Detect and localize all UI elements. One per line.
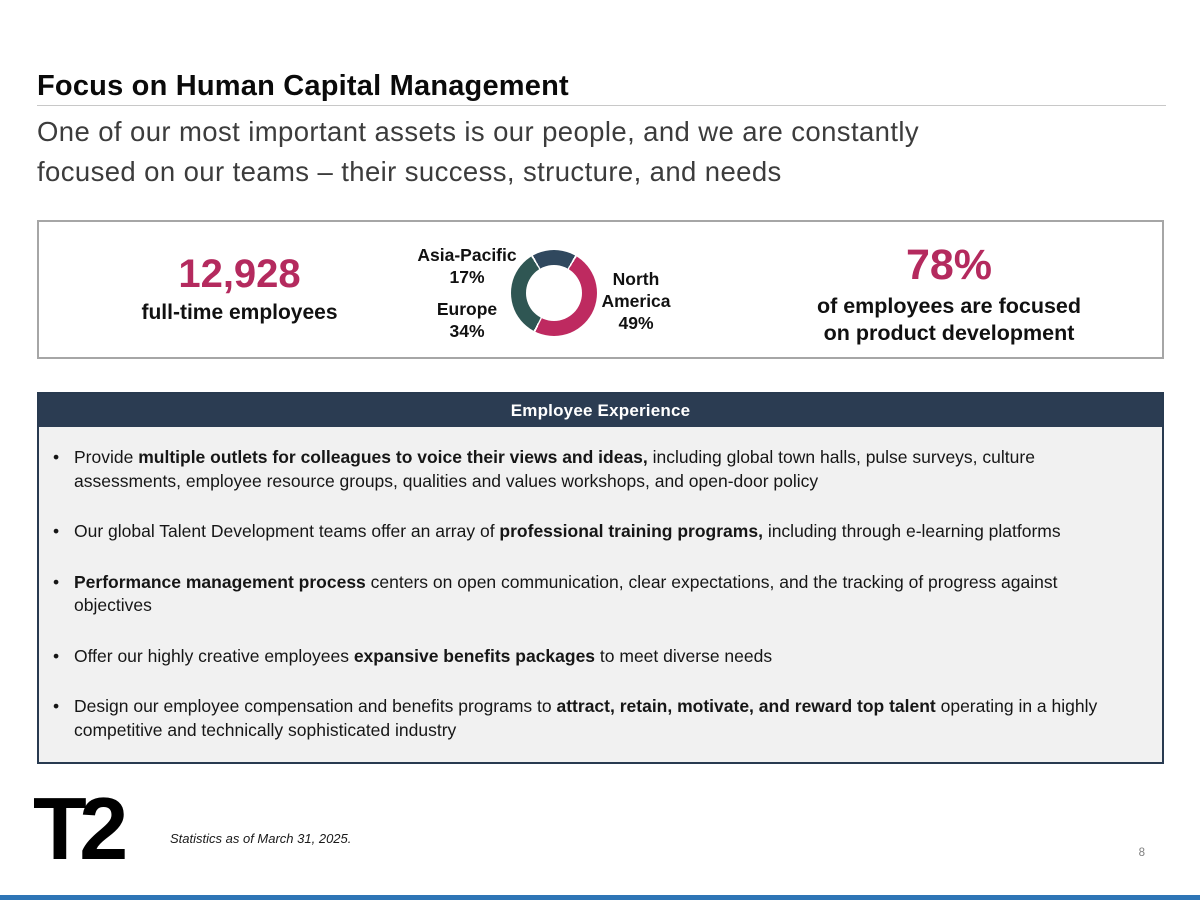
page-subtitle: One of our most important assets is our … <box>37 112 1147 192</box>
bullet-dot: • <box>53 645 60 666</box>
donut-label-asia-pacific: Asia-Pacific 17% <box>387 244 547 288</box>
product-dev-label-line-2: on product development <box>823 321 1075 345</box>
bullet-text: including global town halls, pulse surve… <box>74 447 1035 491</box>
bullet-dot: • <box>53 696 60 716</box>
bullet-text: including through e-learning platforms <box>762 521 1061 541</box>
list-item: • Offer our highly creative employees exp… <box>52 645 1136 669</box>
list-item: • Design our employee compensation and be… <box>52 695 1136 742</box>
t2-logo: T2 <box>33 779 128 878</box>
bullet-text: Provide <box>74 447 139 467</box>
north-america-name: North America <box>601 269 671 311</box>
footnote: Statistics as of March 31, 2025. <box>170 831 352 846</box>
product-dev-percent: 78% <box>905 241 993 289</box>
donut-label-north-america: North America 49% <box>593 268 679 334</box>
bottom-accent-bar <box>0 895 1200 900</box>
bullet-text: Our global Talent Development teams offe… <box>74 521 500 541</box>
bullet-text-bold: expansive benefits packages <box>353 645 596 666</box>
stat-fulltime-employees: 12,928 full-time employees <box>67 252 412 326</box>
bullet-text: Design our employee compensation and ben… <box>74 696 557 716</box>
page-title: Focus on Human Capital Management <box>37 70 569 102</box>
bullet-text-bold: attract, retain, motivate, and reward to… <box>556 696 936 716</box>
north-america-value: 49% <box>618 313 654 333</box>
bullet-text: centers on open communication, clear exp… <box>74 571 1058 616</box>
employee-experience-header: Employee Experience <box>39 394 1162 427</box>
employees-count-label: full-time employees <box>141 301 338 324</box>
list-item: • Our global Talent Development teams off… <box>52 520 1136 544</box>
employee-experience-panel: Employee Experience • Provide multiple ou… <box>37 392 1164 764</box>
donut-label-europe: Europe 34% <box>387 298 547 342</box>
stat-product-development: 78% of employees are focused on product … <box>744 242 1154 347</box>
employees-count: 12,928 <box>178 252 301 296</box>
employee-experience-list: • Provide multiple outlets for colleagues… <box>39 427 1162 742</box>
asia-pacific-name: Asia-Pacific <box>417 245 517 265</box>
bullet-dot: • <box>53 447 60 467</box>
bullet-text: Offer our highly creative employees <box>74 645 354 666</box>
page-number: 8 <box>1138 847 1145 859</box>
subtitle-line-2: focused on our teams – their success, st… <box>37 156 782 187</box>
stats-panel: 12,928 full-time employees Asia-Pacific … <box>37 220 1164 359</box>
bullet-text-bold: Performance management process <box>74 571 366 592</box>
asia-pacific-value: 17% <box>449 267 485 287</box>
bullet-text: operating in a highly competitive and te… <box>74 696 1098 740</box>
title-divider <box>37 105 1166 106</box>
list-item: • Provide multiple outlets for colleagues… <box>52 446 1136 493</box>
subtitle-line-1: One of our most important assets is our … <box>37 116 920 147</box>
europe-value: 34% <box>449 321 485 341</box>
product-dev-label: of employees are focused on product deve… <box>744 293 1154 347</box>
donut-hole <box>526 265 582 321</box>
europe-name: Europe <box>436 299 498 319</box>
bullet-dot: • <box>53 521 60 541</box>
bullet-dot: • <box>53 571 60 592</box>
bullet-text-bold: professional training programs, <box>499 521 763 541</box>
bullet-text-bold: multiple outlets for colleagues to voice… <box>138 447 648 467</box>
donut-ring <box>511 250 597 336</box>
product-dev-label-line-1: of employees are focused <box>816 294 1082 318</box>
bullet-text: to meet diverse needs <box>595 645 773 666</box>
list-item: • Performance management process centers … <box>52 571 1136 618</box>
